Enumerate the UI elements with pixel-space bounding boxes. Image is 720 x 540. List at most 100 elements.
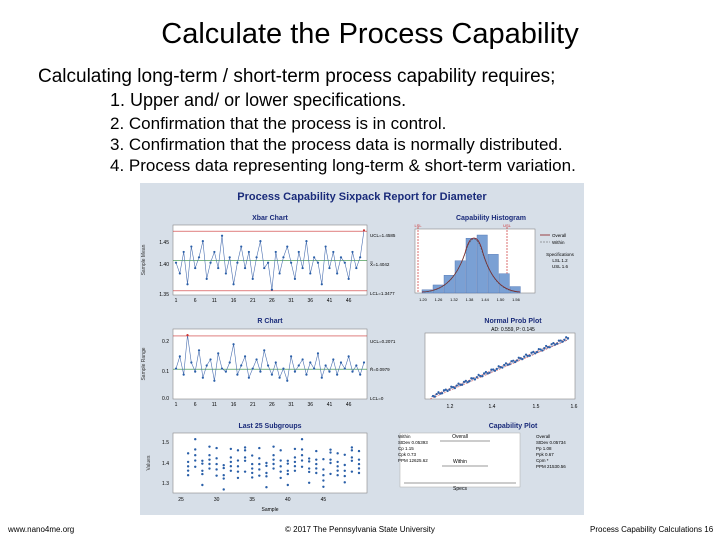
rchart-lcl-label: LCL=0 <box>370 396 384 401</box>
last25-point <box>343 453 346 456</box>
last25-point <box>243 456 247 459</box>
normprob-point <box>461 383 464 386</box>
hist-lsl-label: LSL <box>414 223 422 228</box>
last25-point <box>236 465 240 468</box>
normprob-point <box>472 377 475 380</box>
normprob-point <box>557 339 560 342</box>
sixpack-report: Process Capability Sixpack Report for Di… <box>140 183 584 515</box>
hist-bar <box>498 273 510 294</box>
last25-point <box>279 449 282 452</box>
rchart-point <box>247 376 250 379</box>
rchart-xtick: 16 <box>231 402 237 408</box>
last25-point <box>350 456 354 459</box>
xbar-point <box>270 288 274 291</box>
xbar-point <box>336 272 339 275</box>
normprob-point <box>450 385 453 388</box>
xbar-point <box>259 240 262 243</box>
xbar-xtick: 6 <box>194 298 197 304</box>
hist-title: Capability Histogram <box>456 215 526 222</box>
xbar-point <box>243 266 247 270</box>
hist-xtick: 1.32 <box>450 297 459 302</box>
normprob-point <box>548 346 551 349</box>
normprob-point <box>464 379 467 382</box>
normprob-point <box>539 348 542 351</box>
last25-point <box>329 472 332 476</box>
last25-point <box>215 462 218 466</box>
normprob-plot-area <box>424 332 576 400</box>
rchart-points <box>174 333 366 382</box>
spec-title: Specifications <box>546 252 575 257</box>
last25-point <box>322 479 325 482</box>
last25-point <box>279 459 282 462</box>
normprob-point <box>512 359 515 362</box>
within-stat-4: PPM 12625.62 <box>398 458 428 463</box>
last25-point <box>201 459 204 462</box>
rchart-point <box>240 364 243 367</box>
last25-point <box>315 462 318 466</box>
normprob-point <box>497 365 500 368</box>
last25-point <box>336 460 339 464</box>
overall-stat-0: Overall <box>536 434 550 439</box>
rchart-xtick: 36 <box>308 402 314 408</box>
rchart-point <box>309 361 312 364</box>
last25-title: Last 25 Subgroups <box>238 423 301 430</box>
rchart-ytick-1: 0.2 <box>162 339 169 345</box>
rchart-xtick: 41 <box>327 402 333 408</box>
rchart-point <box>332 358 335 361</box>
normprob-point <box>481 375 484 378</box>
last25-point <box>307 470 311 474</box>
xbar-xtick: 26 <box>269 298 275 304</box>
xbar-mean-label: X̿=1.4042 <box>369 260 389 267</box>
last25-point <box>315 458 318 461</box>
hist-xtick: 1.38 <box>466 297 475 302</box>
last25-point <box>251 476 254 479</box>
rchart-point <box>297 364 300 367</box>
rchart-point <box>355 364 358 367</box>
hist-usl-label: USL <box>503 223 512 228</box>
normprob-point <box>470 377 473 380</box>
footer-website: www.nano4me.org <box>8 525 75 534</box>
xbar-ytick-2: 1.40 <box>159 262 169 268</box>
xbar-point <box>324 245 327 248</box>
last25-point <box>201 483 204 487</box>
rchart-mean-label: R̄=0.0979 <box>370 366 390 372</box>
normprob-title: Normal Prob Plot <box>484 318 542 325</box>
last25-point <box>329 461 332 465</box>
normprob-point <box>457 382 460 385</box>
rchart-point <box>232 343 235 346</box>
xbar-point <box>232 283 235 286</box>
rchart-point <box>359 373 362 376</box>
rchart-point <box>270 373 274 376</box>
xbar-point <box>209 261 212 264</box>
normprob-ci-lower <box>429 339 569 400</box>
normprob-point <box>473 378 477 381</box>
hist-bar <box>465 238 477 294</box>
spec-usl: USL 1.6 <box>552 264 569 269</box>
normprob-xtick-1: 1.2 <box>447 404 454 410</box>
rchart-xtick: 1 <box>175 402 178 408</box>
normprob-point <box>431 394 435 398</box>
xbar-point <box>339 256 343 259</box>
last25-point <box>186 469 190 472</box>
rchart-point <box>293 370 297 373</box>
xbar-xtick: 36 <box>308 298 314 304</box>
normprob-point <box>479 374 482 378</box>
rchart-point <box>274 361 277 364</box>
last25-point <box>194 465 197 468</box>
normprob-point <box>459 383 462 386</box>
last25-point <box>336 465 339 468</box>
xbar-point <box>320 283 323 286</box>
rchart-point <box>209 358 212 361</box>
normprob-point <box>477 373 480 377</box>
xbar-ytick-3: 1.35 <box>159 292 169 298</box>
last25-point <box>286 483 289 487</box>
hist-xtick: 1.20 <box>419 297 428 302</box>
hist-xticks: 1.20 1.26 1.32 1.38 1.44 1.50 1.56 <box>419 297 521 302</box>
normprob-point <box>555 342 559 345</box>
legend-within-label: Within <box>552 240 565 245</box>
last25-point <box>300 459 304 462</box>
normprob-point <box>532 350 535 353</box>
last25-point <box>293 447 297 451</box>
capplot-area <box>399 432 521 488</box>
rchart-ylabel: Sample Range <box>141 347 147 380</box>
